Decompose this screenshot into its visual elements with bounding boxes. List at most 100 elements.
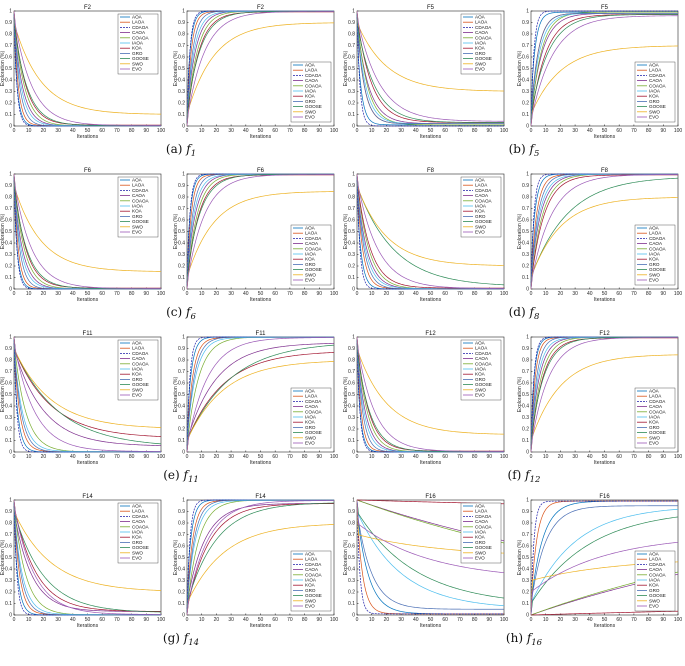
x-tick-label: 90 bbox=[661, 454, 667, 460]
x-tick-label: 0 bbox=[356, 128, 359, 134]
legend-label: GOOSE bbox=[305, 430, 322, 435]
series-line-gro bbox=[530, 12, 678, 127]
series-line-evo bbox=[186, 500, 334, 616]
series-line-evo bbox=[186, 174, 334, 290]
y-tick-label: 0.9 bbox=[5, 346, 12, 352]
series-line-evo bbox=[530, 15, 679, 127]
legend-label: GOOSE bbox=[649, 593, 666, 598]
y-tick-label: 0.5 bbox=[5, 555, 12, 561]
y-tick-label: 0.9 bbox=[178, 346, 185, 352]
caption-letter: (b) bbox=[509, 142, 530, 156]
series-line-coaoa bbox=[530, 11, 678, 127]
chart-title: F16 bbox=[425, 494, 436, 500]
x-tick-label: 100 bbox=[674, 617, 683, 623]
legend-label: SWO bbox=[305, 598, 316, 603]
legend-label: CDAOA bbox=[132, 351, 149, 356]
x-tick-label: 80 bbox=[646, 617, 652, 623]
x-tick-label: 50 bbox=[428, 454, 434, 460]
y-tick-label: 0 bbox=[352, 287, 355, 293]
y-tick-label: 0.4 bbox=[5, 404, 12, 410]
legend-label: COAOA bbox=[305, 246, 323, 251]
y-tick-label: 0.4 bbox=[348, 241, 355, 247]
legend-label: GOOSE bbox=[132, 56, 149, 61]
x-tick-label: 40 bbox=[70, 617, 76, 623]
x-tick-label: 60 bbox=[272, 128, 278, 134]
series-line-swo bbox=[186, 524, 335, 616]
series-line-iaoa bbox=[530, 508, 679, 616]
y-tick-label: 0.4 bbox=[178, 567, 185, 573]
y-tick-label: 0.5 bbox=[178, 66, 185, 72]
x-tick-label: 60 bbox=[616, 291, 622, 297]
x-tick-label: 30 bbox=[398, 454, 404, 460]
series-line-goose bbox=[530, 177, 679, 290]
chart-title: F11 bbox=[256, 331, 267, 337]
legend-label: EVO bbox=[305, 115, 315, 120]
y-tick-label: 0.8 bbox=[348, 358, 355, 364]
legend-label: LAOA bbox=[132, 183, 145, 188]
x-tick-label: 20 bbox=[558, 454, 564, 460]
x-tick-label: 100 bbox=[500, 128, 509, 134]
x-tick-label: 100 bbox=[330, 454, 339, 460]
x-tick-label: 50 bbox=[602, 128, 608, 134]
x-tick-label: 80 bbox=[129, 617, 135, 623]
series-line-gro bbox=[356, 173, 504, 290]
legend-label: EVO bbox=[132, 393, 142, 398]
legend-label: CAOA bbox=[132, 356, 146, 361]
x-tick-label: 50 bbox=[85, 617, 91, 623]
y-tick-label: 0.7 bbox=[522, 369, 529, 375]
x-tick-label: 50 bbox=[258, 617, 264, 623]
y-tick-label: 0.1 bbox=[178, 438, 185, 444]
y-axis-label: Exploration (%) bbox=[343, 377, 349, 413]
x-tick-label: 40 bbox=[587, 128, 593, 134]
legend-label: GRO bbox=[475, 377, 486, 382]
caption-letter: (h) bbox=[506, 631, 527, 645]
x-tick-label: 100 bbox=[330, 128, 339, 134]
y-tick-label: 0.9 bbox=[178, 20, 185, 26]
y-tick-label: 0.2 bbox=[522, 264, 529, 270]
x-tick-label: 90 bbox=[144, 617, 150, 623]
x-axis-label: Iterations bbox=[77, 297, 99, 303]
x-tick-label: 60 bbox=[616, 454, 622, 460]
legend-label: GRO bbox=[475, 214, 486, 219]
legend-label: CDAOA bbox=[132, 188, 149, 193]
y-tick-label: 1 bbox=[9, 9, 12, 15]
y-tick-label: 0.8 bbox=[522, 358, 529, 364]
legend-label: EVO bbox=[475, 67, 485, 72]
legend-label: LAOA bbox=[649, 557, 662, 562]
chart-title: F12 bbox=[599, 331, 610, 337]
series-line-koa bbox=[13, 336, 162, 437]
chart-title: F14 bbox=[82, 494, 93, 500]
y-tick-label: 0.8 bbox=[178, 195, 185, 201]
y-axis-label: Exploration (%) bbox=[343, 540, 349, 576]
x-tick-label: 60 bbox=[616, 128, 622, 134]
y-tick-label: 0.6 bbox=[348, 55, 355, 61]
x-tick-label: 60 bbox=[99, 454, 105, 460]
y-tick-label: 0.4 bbox=[5, 567, 12, 573]
x-tick-label: 90 bbox=[317, 291, 323, 297]
x-axis-label: Iterations bbox=[77, 623, 99, 629]
y-tick-label: 0.4 bbox=[522, 567, 529, 573]
legend-label: COAOA bbox=[475, 198, 493, 203]
y-tick-label: 0 bbox=[352, 124, 355, 130]
legend-label: SWO bbox=[649, 598, 660, 603]
x-axis-label: Iterations bbox=[420, 623, 442, 629]
x-tick-label: 70 bbox=[631, 128, 637, 134]
y-tick-label: 0.2 bbox=[178, 101, 185, 107]
legend-label: CAOA bbox=[305, 404, 319, 409]
legend-label: GRO bbox=[305, 262, 316, 267]
legend-label: GOOSE bbox=[649, 430, 666, 435]
series-line-swo bbox=[530, 197, 679, 290]
x-tick-label: 80 bbox=[302, 617, 308, 623]
legend-label: SWO bbox=[132, 61, 143, 66]
y-tick-label: 1 bbox=[9, 498, 12, 504]
legend-label: AOA bbox=[305, 226, 316, 231]
y-tick-label: 0.1 bbox=[348, 601, 355, 607]
legend-label: EVO bbox=[305, 278, 315, 283]
x-tick-label: 70 bbox=[457, 454, 463, 460]
y-tick-label: 0 bbox=[526, 450, 529, 456]
series-line-swo bbox=[13, 336, 162, 428]
y-tick-label: 0.8 bbox=[5, 195, 12, 201]
y-tick-label: 0.4 bbox=[5, 78, 12, 84]
y-tick-label: 1 bbox=[182, 498, 185, 504]
y-tick-label: 0.9 bbox=[522, 346, 529, 352]
